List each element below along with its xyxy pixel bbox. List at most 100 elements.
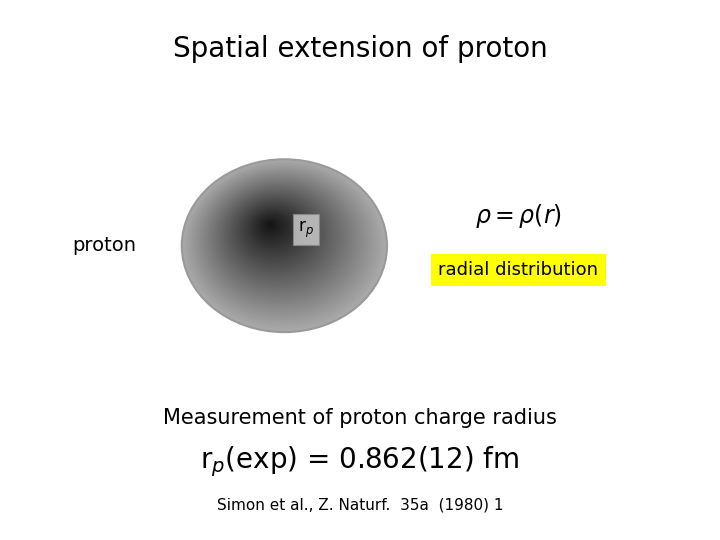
Ellipse shape	[198, 171, 366, 313]
Ellipse shape	[256, 214, 288, 241]
Ellipse shape	[214, 183, 345, 293]
Ellipse shape	[253, 212, 292, 244]
Ellipse shape	[185, 162, 382, 328]
Ellipse shape	[233, 197, 318, 269]
Ellipse shape	[269, 223, 272, 226]
Ellipse shape	[187, 163, 380, 326]
Ellipse shape	[188, 164, 379, 324]
Ellipse shape	[217, 185, 340, 289]
Ellipse shape	[192, 167, 374, 320]
Ellipse shape	[210, 180, 351, 298]
Ellipse shape	[211, 181, 348, 296]
Ellipse shape	[254, 212, 291, 244]
Ellipse shape	[212, 181, 347, 295]
Ellipse shape	[222, 189, 333, 282]
Ellipse shape	[260, 217, 283, 237]
Ellipse shape	[182, 160, 386, 332]
Ellipse shape	[208, 179, 352, 300]
Ellipse shape	[194, 168, 372, 318]
Ellipse shape	[226, 192, 328, 278]
Ellipse shape	[263, 219, 279, 233]
Ellipse shape	[220, 187, 336, 285]
Ellipse shape	[236, 199, 315, 265]
Ellipse shape	[251, 210, 296, 248]
Ellipse shape	[216, 184, 342, 291]
Ellipse shape	[190, 165, 376, 322]
Ellipse shape	[241, 203, 308, 259]
Ellipse shape	[201, 173, 361, 308]
Ellipse shape	[217, 186, 339, 288]
Ellipse shape	[225, 191, 329, 279]
Ellipse shape	[221, 188, 335, 284]
Ellipse shape	[189, 165, 378, 323]
Ellipse shape	[246, 206, 302, 254]
Ellipse shape	[218, 186, 338, 287]
Ellipse shape	[246, 206, 302, 254]
Ellipse shape	[217, 185, 341, 289]
Text: r$_p$(exp) = 0.862(12) fm: r$_p$(exp) = 0.862(12) fm	[200, 444, 520, 479]
Ellipse shape	[240, 202, 310, 261]
Ellipse shape	[252, 211, 294, 246]
Ellipse shape	[194, 168, 371, 317]
Ellipse shape	[225, 191, 330, 280]
Ellipse shape	[199, 172, 364, 311]
Ellipse shape	[248, 208, 300, 252]
Ellipse shape	[197, 170, 367, 314]
Ellipse shape	[257, 214, 287, 240]
Ellipse shape	[238, 201, 312, 263]
Ellipse shape	[237, 200, 314, 265]
Text: Measurement of proton charge radius: Measurement of proton charge radius	[163, 408, 557, 429]
Ellipse shape	[234, 198, 318, 268]
Ellipse shape	[214, 183, 344, 293]
Ellipse shape	[206, 177, 355, 302]
Ellipse shape	[249, 209, 297, 249]
Ellipse shape	[193, 167, 372, 319]
Ellipse shape	[230, 195, 323, 272]
Ellipse shape	[250, 210, 297, 248]
Ellipse shape	[247, 207, 300, 252]
Ellipse shape	[219, 186, 338, 287]
Ellipse shape	[227, 193, 327, 276]
Ellipse shape	[182, 159, 387, 332]
Ellipse shape	[192, 167, 373, 319]
Ellipse shape	[198, 171, 365, 312]
Ellipse shape	[183, 160, 385, 330]
Ellipse shape	[252, 211, 294, 246]
Ellipse shape	[184, 161, 384, 329]
Text: Simon et al., Z. Naturf.  35a  (1980) 1: Simon et al., Z. Naturf. 35a (1980) 1	[217, 497, 503, 512]
Text: Spatial extension of proton: Spatial extension of proton	[173, 35, 547, 63]
Ellipse shape	[264, 220, 278, 231]
Ellipse shape	[236, 199, 315, 266]
Ellipse shape	[196, 170, 368, 315]
Ellipse shape	[223, 190, 332, 281]
Ellipse shape	[207, 178, 354, 302]
Ellipse shape	[266, 221, 275, 228]
Ellipse shape	[266, 221, 276, 229]
Ellipse shape	[267, 222, 274, 228]
Ellipse shape	[240, 202, 309, 260]
Ellipse shape	[223, 190, 333, 282]
Ellipse shape	[239, 201, 311, 262]
Ellipse shape	[222, 188, 334, 283]
Text: radial distribution: radial distribution	[438, 261, 598, 279]
Ellipse shape	[210, 180, 349, 298]
Ellipse shape	[240, 201, 310, 261]
Ellipse shape	[195, 169, 369, 315]
Ellipse shape	[191, 166, 375, 321]
Ellipse shape	[207, 178, 353, 300]
Ellipse shape	[230, 195, 323, 273]
Text: proton: proton	[73, 236, 136, 255]
Ellipse shape	[204, 176, 356, 304]
Ellipse shape	[246, 207, 301, 253]
Ellipse shape	[265, 220, 277, 231]
Ellipse shape	[235, 198, 317, 267]
Ellipse shape	[228, 193, 325, 275]
Ellipse shape	[199, 172, 364, 310]
Ellipse shape	[202, 174, 360, 307]
Ellipse shape	[245, 206, 304, 255]
Ellipse shape	[264, 219, 279, 232]
Ellipse shape	[213, 182, 346, 294]
Ellipse shape	[243, 204, 307, 258]
Ellipse shape	[211, 180, 348, 297]
Ellipse shape	[229, 194, 325, 274]
